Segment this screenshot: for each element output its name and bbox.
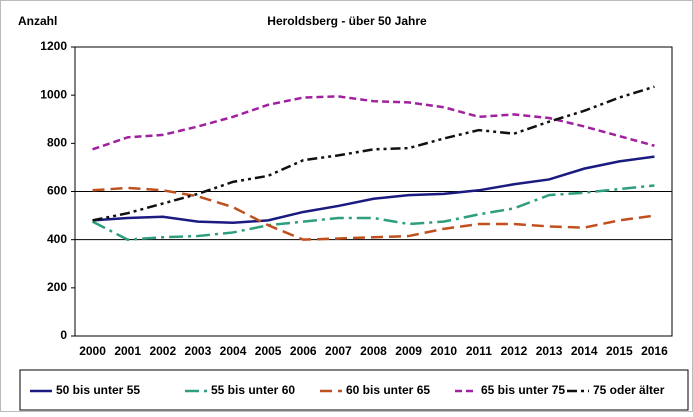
x-tick-label: 2010 — [430, 344, 457, 358]
legend-box — [19, 369, 689, 411]
y-axis-label: Anzahl — [18, 14, 57, 28]
legend-label: 50 bis unter 55 — [56, 383, 140, 397]
legend-label: 60 bis unter 65 — [346, 383, 430, 397]
chart-title: Heroldsberg - über 50 Jahre — [267, 14, 427, 28]
series-line — [91, 184, 655, 241]
x-tick-label: 2005 — [255, 344, 282, 358]
y-tick-label: 1200 — [40, 39, 67, 53]
y-tick-label: 1000 — [40, 87, 67, 101]
x-tick-label: 2011 — [466, 344, 492, 358]
y-tick-label: 600 — [47, 184, 67, 198]
x-tick-label: 2000 — [79, 344, 106, 358]
y-tick-label: 0 — [60, 328, 67, 342]
x-tick-label: 2016 — [641, 344, 668, 358]
x-tick-label: 2002 — [149, 344, 176, 358]
legend-label: 75 oder älter — [593, 383, 665, 397]
x-tick-label: 2013 — [536, 344, 563, 358]
x-tick-label: 2008 — [360, 344, 387, 358]
y-tick-label: 200 — [47, 280, 67, 294]
x-tick-label: 2014 — [571, 344, 598, 358]
x-tick-label: 2003 — [185, 344, 212, 358]
legend-label: 55 bis unter 60 — [211, 383, 295, 397]
x-tick-label: 2009 — [395, 344, 422, 358]
series-line — [92, 186, 655, 241]
series-line — [92, 85, 655, 222]
y-tick-label: 800 — [47, 136, 67, 150]
x-tick-label: 2001 — [114, 344, 141, 358]
y-tick-label: 400 — [47, 232, 67, 246]
x-tick-label: 2012 — [501, 344, 528, 358]
x-tick-label: 2007 — [325, 344, 352, 358]
x-tick-label: 2006 — [290, 344, 317, 358]
x-tick-label: 2015 — [606, 344, 633, 358]
x-tick-label: 2004 — [220, 344, 247, 358]
series-line — [92, 155, 655, 225]
legend-label: 65 bis unter 75 — [481, 383, 565, 397]
series-line — [92, 95, 655, 151]
